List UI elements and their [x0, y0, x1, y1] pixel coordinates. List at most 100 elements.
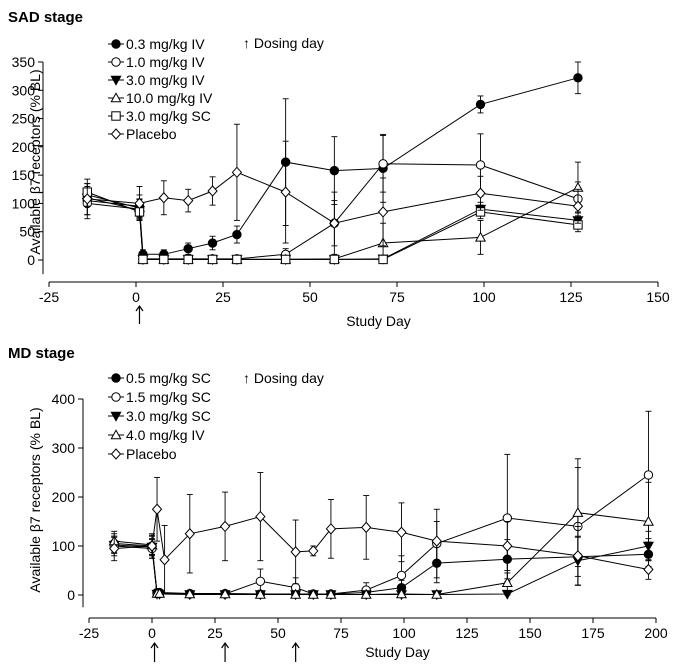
md-legend-entry: Placebo [108, 446, 177, 462]
sad-legend-marker [111, 111, 121, 121]
sad-legend-entry: 0.3 mg/kg IV [108, 36, 205, 52]
md-data-point [431, 588, 443, 599]
sad-legend-entry: Placebo [108, 126, 177, 142]
sad-data-point [183, 194, 194, 207]
md-data-point [184, 528, 195, 540]
md-y-tick-label: 400 [52, 391, 76, 407]
sad-legend-entry: 3.0 mg/kg SC [108, 108, 211, 124]
md-legend-entry: 3.0 mg/kg SC [108, 408, 211, 424]
sad-data-point [329, 165, 340, 176]
sad-data-point [231, 166, 243, 179]
md-legend-label: 0.5 mg/kg SC [126, 370, 211, 386]
md-legend-marker [111, 373, 121, 383]
md-data-point [502, 540, 513, 552]
sad-data-point [377, 206, 389, 218]
sad-legend-marker [111, 39, 121, 49]
sad-data-point [134, 197, 145, 210]
sad-x-tick-label: 0 [132, 289, 140, 305]
md-dosing-arrow-head [291, 641, 300, 649]
md-data-point [151, 503, 163, 515]
md-data-point [396, 526, 407, 539]
md-dosing-legend: ↑ Dosing day [243, 370, 324, 386]
md-x-tick-label: 100 [392, 625, 416, 641]
md-legend-label: Placebo [126, 446, 177, 462]
md-data-point [255, 510, 266, 523]
md-legend-label: 4.0 mg/kg IV [126, 427, 205, 443]
sad-series-5 [82, 123, 584, 255]
md-data-point [254, 588, 266, 599]
sad-y-tick-label: 150 [12, 167, 36, 183]
sad-series-line [87, 163, 579, 260]
md-legend-entry: 4.0 mg/kg IV [108, 427, 205, 443]
sad-x-tick-label: 100 [472, 289, 496, 305]
sad-x-tick-label: 50 [302, 289, 318, 305]
sad-data-point [183, 243, 193, 254]
sad-series-1 [82, 133, 583, 264]
md-x-tick-label: 50 [270, 625, 286, 641]
sad-x-tick-label: -25 [39, 289, 59, 305]
md-data-point [219, 520, 231, 533]
md-series-line [114, 509, 649, 570]
md-legend-marker [110, 411, 122, 422]
sad-x-tick-label: 75 [389, 289, 405, 305]
sad-x-tick-label: 125 [559, 289, 583, 305]
md-data-point [325, 588, 337, 599]
md-series-4 [109, 472, 654, 595]
md-y-tick-label: 0 [67, 587, 75, 603]
sad-legend: 0.3 mg/kg IV 1.0 mg/kg IV 3.0 mg/kg IV 10.0… [108, 36, 213, 142]
sad-data-point [183, 254, 193, 265]
md-legend-label: 3.0 mg/kg SC [126, 408, 211, 424]
md-legend-label: 1.5 mg/kg SC [126, 389, 211, 405]
sad-dosing-legend: ↑ Dosing day [243, 35, 324, 51]
md-data-point [396, 570, 407, 581]
sad-legend-marker [110, 92, 122, 103]
sad-legend-label: 3.0 mg/kg IV [126, 72, 205, 88]
md-data-point [290, 588, 302, 599]
sad-data-point [378, 254, 388, 265]
md-x-tick-label: 200 [644, 625, 668, 641]
md-data-point [255, 576, 266, 586]
sad-data-point [572, 200, 584, 213]
md-data-point [146, 540, 158, 552]
md-y-tick-label: 100 [52, 538, 76, 554]
md-x-axis-label: Study Day [365, 644, 430, 660]
md-data-point [502, 513, 513, 523]
sad-y-tick-label: 50 [19, 224, 35, 240]
sad-data-point [475, 99, 486, 110]
sad-data-point [82, 193, 93, 205]
md-legend-marker [110, 448, 122, 460]
md-data-point [395, 588, 408, 599]
sad-legend-marker [110, 75, 122, 86]
sad-legend-marker [110, 128, 122, 140]
sad-data-point [280, 186, 291, 198]
sad-y-tick-label: 250 [12, 111, 36, 127]
sad-y-tick-label: 100 [12, 195, 36, 211]
sad-legend-entry: 1.0 mg/kg IV [108, 54, 205, 70]
md-series-0 [109, 533, 654, 599]
md-legend-marker [110, 429, 122, 440]
sad-data-point [232, 229, 242, 240]
md-data-point [431, 535, 442, 547]
sad-data-point [158, 192, 170, 204]
sad-legend-label: Placebo [126, 126, 177, 142]
sad-data-point [232, 254, 242, 265]
md-series-3 [108, 458, 654, 599]
md-legend-marker [111, 392, 121, 402]
md-data-point [361, 521, 372, 534]
sad-y-tick-label: 300 [12, 82, 36, 98]
md-series-line [114, 543, 649, 595]
sad-data-point [159, 254, 169, 265]
md-x-tick-label: 25 [207, 625, 223, 641]
sad-y-tick-label: 200 [12, 139, 36, 155]
sad-legend-entry: 10.0 mg/kg IV [108, 90, 213, 106]
sad-data-point [207, 185, 218, 197]
md-data-point [159, 553, 170, 566]
md-axes: 0 100 200 300 400 -25 0 25 50 75 100 125 150 175 200 [52, 391, 668, 662]
md-data-point [643, 563, 654, 576]
md-dosing-arrow-head [221, 641, 230, 649]
sad-legend-marker [111, 57, 121, 67]
sad-y-tick-label: 0 [27, 252, 35, 268]
md-y-tick-label: 200 [52, 489, 76, 505]
sad-x-axis-label: Study Day [346, 313, 411, 329]
